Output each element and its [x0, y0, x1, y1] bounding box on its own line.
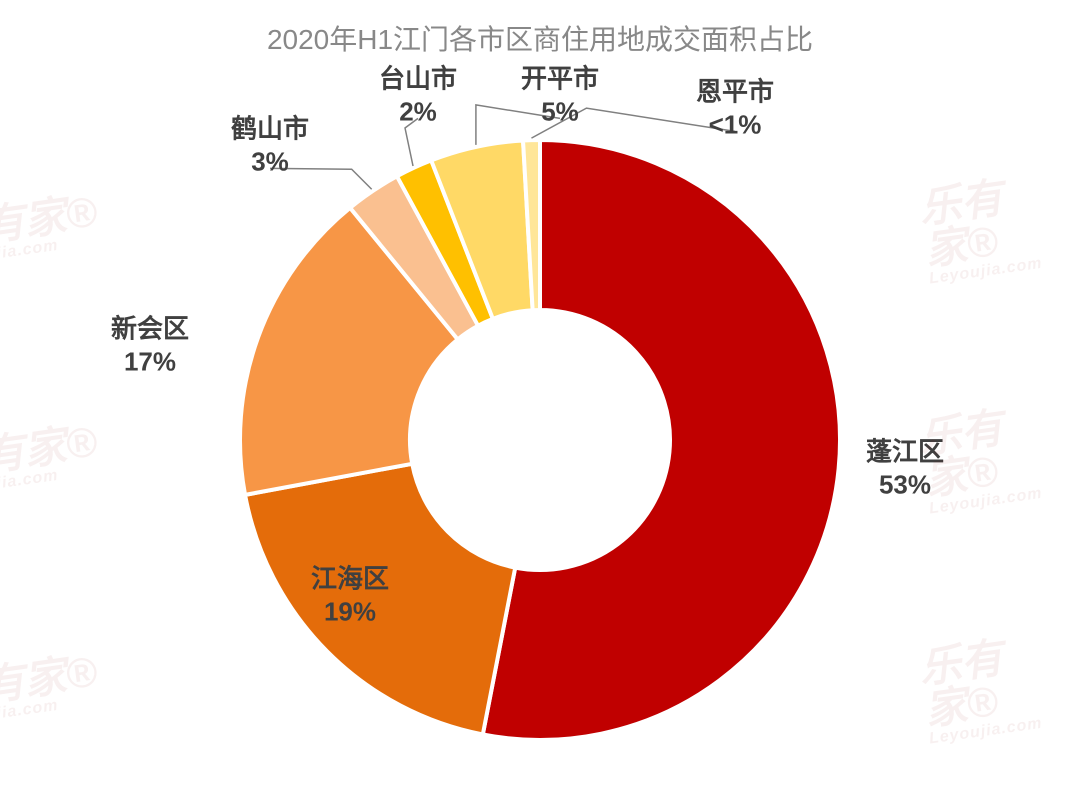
donut-slices [240, 140, 840, 740]
slice-label-name-4: 台山市 [379, 63, 457, 96]
slice-label-pct-1: 19% [311, 595, 389, 628]
slice-label-name-6: 恩平市 [696, 76, 774, 109]
slice-label-pct-4: 2% [379, 95, 457, 128]
slice-label-3: 鹤山市3% [231, 113, 309, 178]
slice-label-4: 台山市2% [379, 63, 457, 128]
slice-label-0: 蓬江区53% [866, 436, 944, 501]
slice-label-1: 江海区19% [311, 563, 389, 628]
slice-label-6: 恩平市<1% [696, 76, 774, 141]
slice-label-pct-0: 53% [866, 468, 944, 501]
slice-label-name-2: 新会区 [111, 313, 189, 346]
slice-label-pct-3: 3% [231, 145, 309, 178]
slice-label-pct-5: 5% [521, 95, 599, 128]
slice-label-name-3: 鹤山市 [231, 113, 309, 146]
slice-label-pct-6: <1% [696, 108, 774, 141]
slice-label-2: 新会区17% [111, 313, 189, 378]
slice-label-name-0: 蓬江区 [866, 436, 944, 469]
slice-label-5: 开平市5% [521, 63, 599, 128]
slice-label-pct-2: 17% [111, 345, 189, 378]
slice-label-name-5: 开平市 [521, 63, 599, 96]
slice-label-name-1: 江海区 [311, 563, 389, 596]
